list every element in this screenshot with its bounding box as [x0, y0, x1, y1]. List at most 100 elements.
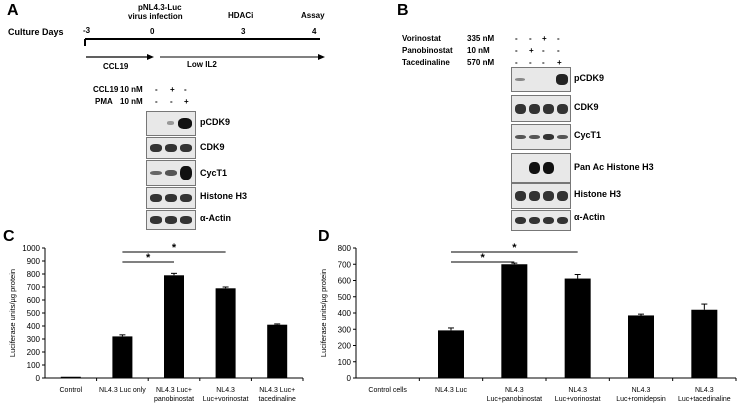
x-tick-label: NL4.3 Luc+vorinostat — [203, 387, 249, 403]
bar — [691, 309, 718, 378]
blot-a-pcdk9 — [146, 111, 196, 136]
panel-label-b: B — [397, 2, 409, 19]
bar — [438, 330, 464, 378]
y-tick-label: 200 — [27, 348, 41, 357]
blot-label-a-histone-h3: Histone H3 — [200, 191, 248, 201]
bar — [215, 288, 236, 378]
sign-b-1-3: - — [557, 46, 560, 55]
y-tick-label: 1000 — [22, 244, 40, 253]
chart-d: 0 100 200 300 400 500 600 700 800 Luciferase unit… — [319, 242, 737, 403]
bar — [164, 275, 184, 378]
y-tick-label: 700 — [338, 260, 352, 269]
infection-label-1: pNL4.3-Luc — [138, 3, 182, 12]
y-tick-label: 300 — [338, 325, 352, 334]
y-tick-label: 800 — [27, 270, 41, 279]
y-tick-label: 100 — [338, 358, 352, 367]
blot-a-actin — [146, 210, 196, 230]
y-tick-label: 800 — [338, 244, 352, 253]
x-tick-label: NL4.3 Luc+tacedinaline — [678, 387, 731, 403]
blot-label-b-pan-ac-h3: Pan Ac Histone H3 — [574, 162, 654, 172]
y-tick-label: 900 — [27, 257, 41, 266]
tick-label-0: 0 — [150, 27, 155, 36]
blot-label-b-histone-h3: Histone H3 — [574, 189, 622, 199]
y-tick-label: 400 — [27, 322, 41, 331]
phase-low-il2-label: Low IL2 — [187, 60, 217, 69]
x-tick-label: NL4.3 Luc+ tacedinaline — [259, 387, 296, 403]
blot-label-b-cyct1: CycT1 — [574, 130, 602, 140]
assay-label: Assay — [301, 11, 325, 20]
treatment-vorinostat-conc: 335 nM — [467, 34, 495, 43]
sign-a-0-2: - — [184, 85, 187, 94]
sign-a-0-0: - — [155, 85, 158, 94]
y-tick-label: 500 — [338, 293, 352, 302]
y-tick-label: 0 — [347, 374, 352, 383]
sign-a-0-1: + — [170, 85, 175, 94]
blot-label-a-pcdk9: pCDK9 — [200, 117, 231, 127]
blot-label-b-pcdk9: pCDK9 — [574, 73, 605, 83]
sign-a-1-1: - — [170, 97, 173, 106]
sign-b-2-3: + — [557, 58, 562, 67]
x-tick-label: NL4.3 Luc only — [99, 387, 146, 394]
y-tick-label: 200 — [338, 342, 352, 351]
blot-a-cyct1 — [146, 160, 196, 186]
significance-star: * — [172, 242, 177, 254]
y-tick-label: 0 — [36, 374, 41, 383]
tick-label-minus3: -3 — [83, 26, 91, 35]
sign-a-1-2: + — [184, 97, 189, 106]
bar — [501, 264, 528, 378]
sign-b-0-1: - — [529, 34, 532, 43]
significance-star: * — [481, 252, 486, 264]
sign-b-0-0: - — [515, 34, 518, 43]
bar — [628, 315, 654, 378]
treatment-tacedinaline-conc: 570 nM — [467, 58, 495, 67]
x-tick-label: NL4.3 Luc+vorinostat — [555, 387, 601, 403]
blot-b-cdk9 — [511, 95, 571, 122]
blot-label-a-actin: α-Actin — [200, 213, 232, 223]
tick-label-3: 3 — [241, 27, 246, 36]
x-tick-label: Control cells — [368, 387, 407, 394]
sign-b-2-0: - — [515, 58, 518, 67]
x-tick-label: Control — [60, 387, 83, 394]
y-axis-label: Luciferase units/µg protein — [8, 269, 17, 357]
sign-b-1-0: - — [515, 46, 518, 55]
culture-days-label: Culture Days — [8, 27, 64, 37]
sign-b-1-2: - — [542, 46, 545, 55]
y-tick-label: 100 — [27, 361, 41, 370]
sign-b-1-1: + — [529, 46, 534, 55]
significance-star: * — [146, 252, 151, 264]
blot-b-pcdk9 — [511, 67, 571, 92]
sign-a-1-0: - — [155, 97, 158, 106]
sign-b-2-2: - — [542, 58, 545, 67]
bar — [267, 324, 288, 378]
significance-star: * — [512, 242, 517, 254]
blot-label-a-cyct1: CycT1 — [200, 168, 228, 178]
treatment-pma-conc: 10 nM — [120, 97, 143, 106]
blot-a-cdk9 — [146, 137, 196, 159]
sign-b-0-3: - — [557, 34, 560, 43]
bar — [112, 336, 133, 378]
timeline-diagram — [84, 38, 325, 60]
blot-label-b-cdk9: CDK9 — [574, 102, 599, 112]
blot-label-a-cdk9: CDK9 — [200, 142, 225, 152]
y-tick-label: 500 — [27, 309, 41, 318]
treatment-ccl19-conc: 10 nM — [120, 85, 143, 94]
x-tick-label: NL4.3 Luc — [435, 387, 467, 394]
panel-label-c: C — [3, 228, 15, 245]
treatment-panobinostat-conc: 10 nM — [467, 46, 490, 55]
treatment-pma-name: PMA — [95, 97, 113, 106]
treatment-tacedinaline-name: Tacedinaline — [402, 58, 450, 67]
treatment-panobinostat-name: Panobinostat — [402, 46, 453, 55]
y-tick-label: 400 — [338, 309, 352, 318]
y-axis-label: Luciferase units/µg protein — [319, 269, 328, 357]
panel-label-d: D — [318, 228, 330, 245]
blot-b-pan-ac-h3 — [511, 153, 571, 183]
tick-label-4: 4 — [312, 27, 317, 36]
sign-b-2-1: - — [529, 58, 532, 67]
infection-label-2: virus infection — [128, 12, 183, 21]
x-tick-label: NL4.3 Luc+romidepsin — [616, 387, 666, 403]
y-tick-label: 600 — [338, 277, 352, 286]
x-tick-label: NL4.3 Luc+ panobinostat — [154, 387, 194, 403]
sign-b-0-2: + — [542, 34, 547, 43]
blot-a-histone-h3 — [146, 187, 196, 209]
treatment-vorinostat-name: Vorinostat — [402, 34, 441, 43]
